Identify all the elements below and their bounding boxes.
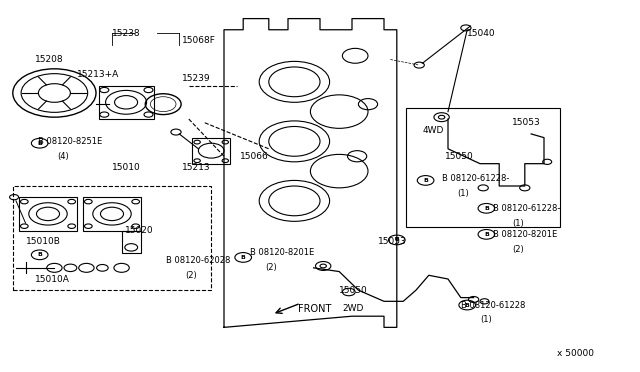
Text: B 08120-61228-: B 08120-61228-	[442, 174, 509, 183]
Text: 15239: 15239	[182, 74, 211, 83]
Text: B 08120-61228: B 08120-61228	[461, 301, 525, 310]
Text: 15010: 15010	[112, 163, 141, 172]
Text: 15040: 15040	[467, 29, 496, 38]
Text: 15053: 15053	[512, 118, 541, 127]
Text: B: B	[394, 237, 399, 243]
Bar	[83, 197, 141, 231]
Text: 15010A: 15010A	[35, 275, 70, 283]
Text: 2WD: 2WD	[342, 304, 364, 313]
Bar	[13, 186, 211, 290]
Text: (4): (4)	[58, 152, 69, 161]
Text: 15213: 15213	[182, 163, 211, 172]
Text: 15068F: 15068F	[182, 36, 216, 45]
Text: (2): (2)	[186, 271, 197, 280]
Text: (2): (2)	[266, 263, 277, 272]
Text: B 08120-8201E: B 08120-8201E	[493, 230, 557, 239]
Text: 4WD: 4WD	[422, 126, 444, 135]
Bar	[192, 138, 230, 164]
Text: 15213+A: 15213+A	[77, 70, 119, 79]
Text: B: B	[484, 232, 489, 237]
Text: (2): (2)	[512, 245, 524, 254]
Text: B: B	[37, 252, 42, 257]
Text: 15050: 15050	[339, 286, 368, 295]
Text: 15050: 15050	[445, 152, 474, 161]
Text: 15010B: 15010B	[26, 237, 60, 246]
Text: (1): (1)	[458, 189, 469, 198]
Text: B: B	[465, 302, 470, 308]
Text: 15053: 15053	[378, 237, 406, 246]
Text: FRONT: FRONT	[298, 304, 331, 314]
Text: 15238: 15238	[112, 29, 141, 38]
Text: B: B	[423, 178, 428, 183]
Bar	[406, 108, 560, 227]
Text: 15208: 15208	[35, 55, 64, 64]
Text: B 08120-62028: B 08120-62028	[166, 256, 231, 265]
Text: B 08120-8251E: B 08120-8251E	[38, 137, 102, 146]
Bar	[99, 86, 154, 119]
Text: B: B	[241, 255, 246, 260]
Text: B 08120-8201E: B 08120-8201E	[250, 248, 314, 257]
Text: B: B	[37, 141, 42, 146]
Text: (1): (1)	[480, 315, 492, 324]
Text: 15020: 15020	[125, 226, 154, 235]
Text: B: B	[484, 206, 489, 211]
Bar	[19, 197, 77, 231]
Text: (1): (1)	[512, 219, 524, 228]
Bar	[122, 231, 141, 253]
Text: x 50000: x 50000	[557, 349, 594, 358]
Text: 15066: 15066	[240, 152, 269, 161]
Text: B 08120-61228-: B 08120-61228-	[493, 204, 560, 213]
